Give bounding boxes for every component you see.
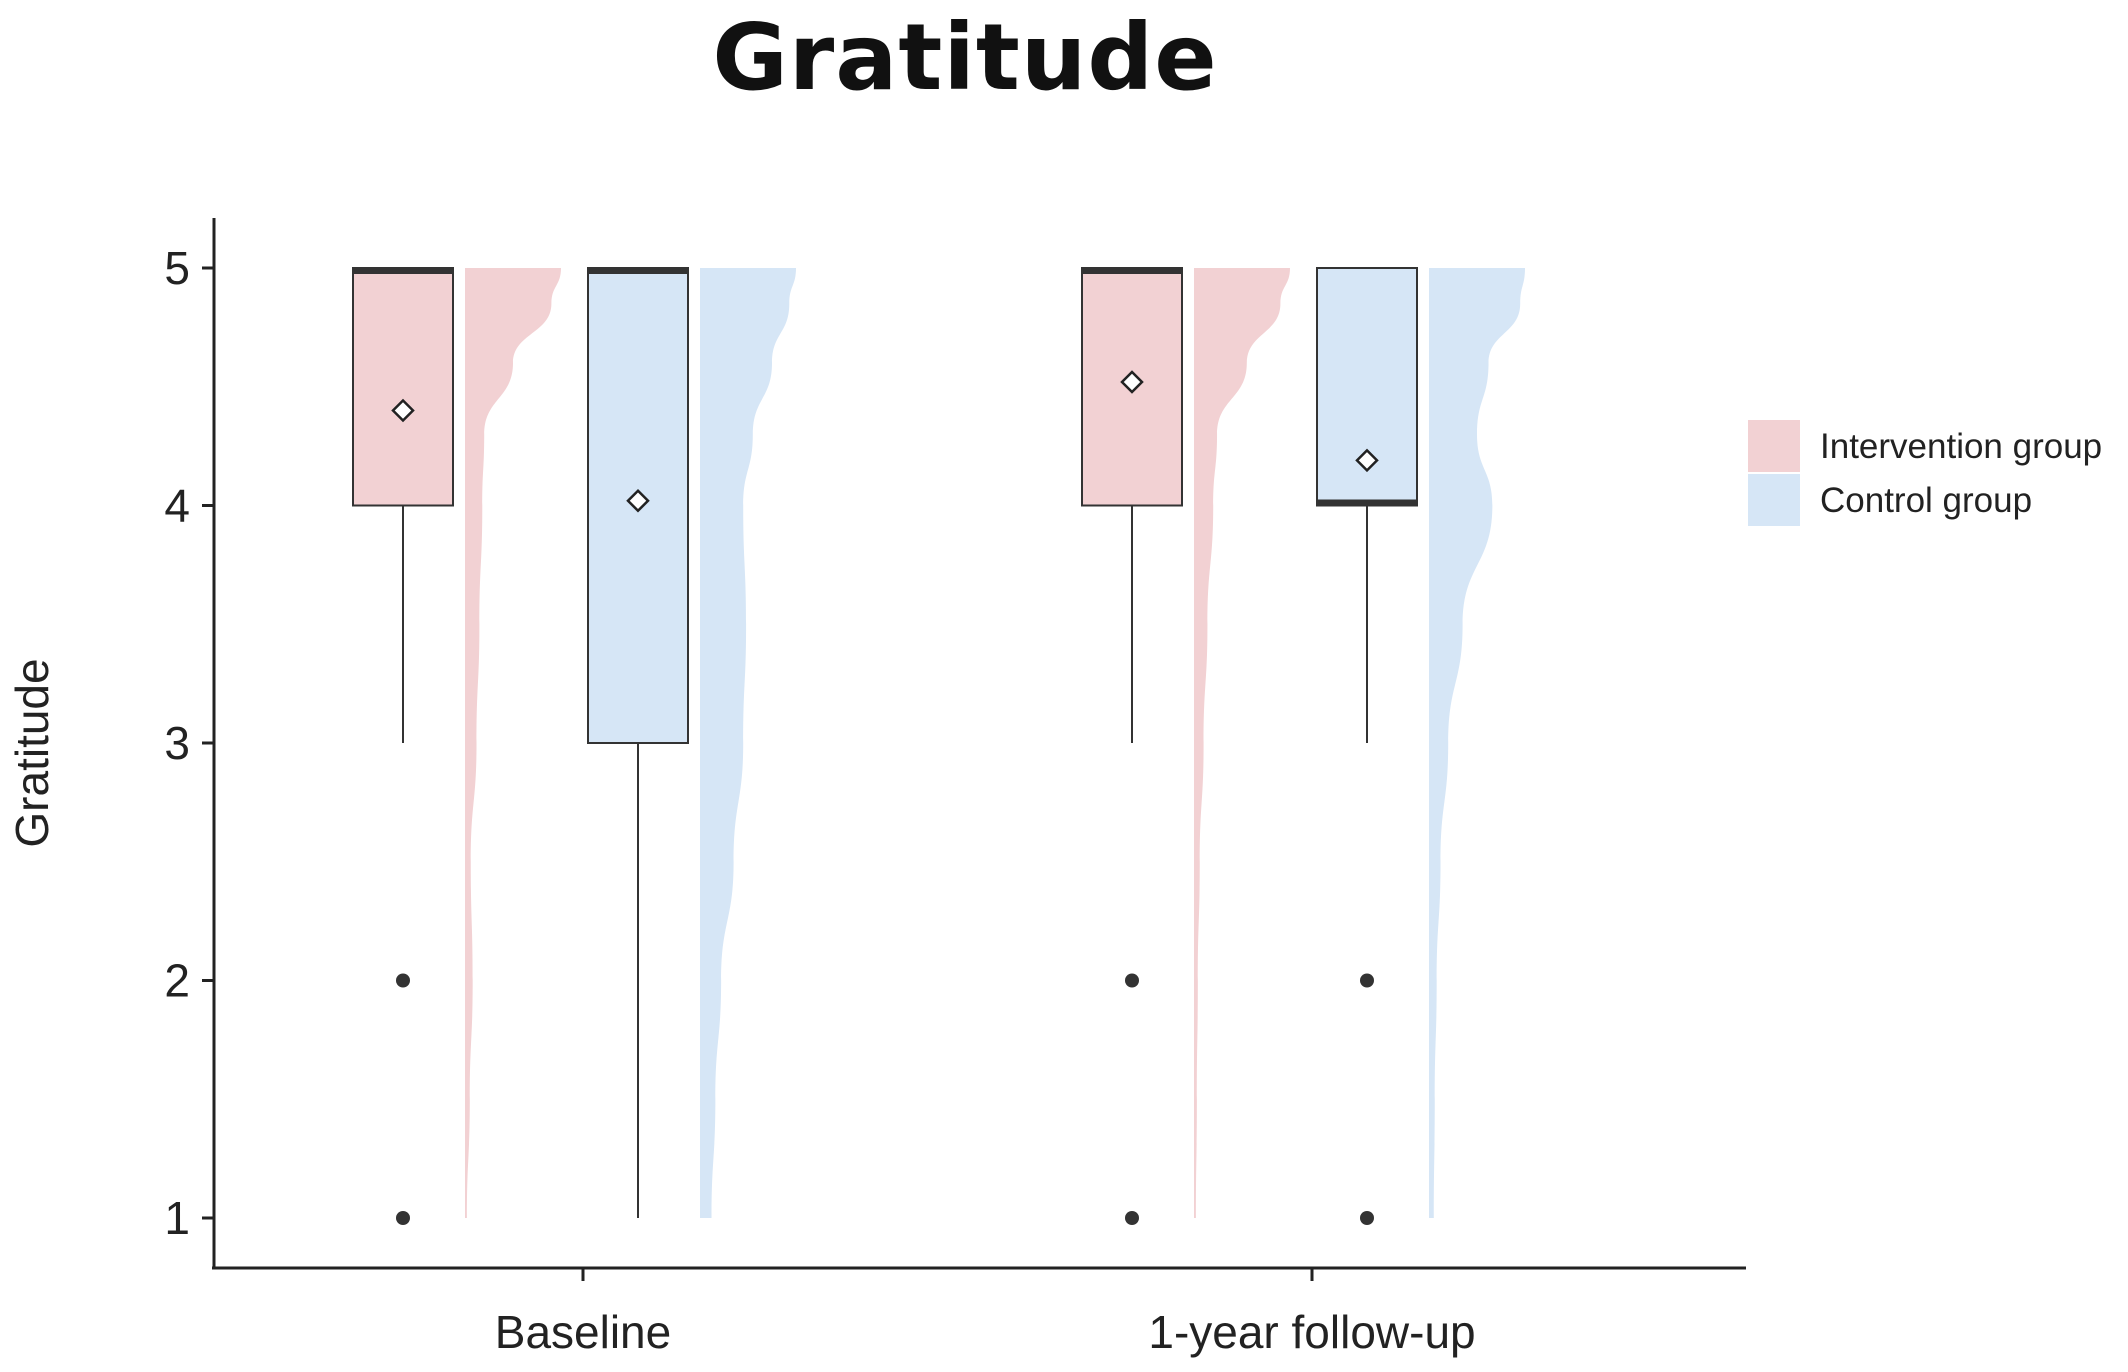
box-iqr [352,267,454,507]
box-group [1316,267,1525,1225]
legend-label: Intervention group [1820,427,2102,466]
outlier-point [1125,1211,1139,1225]
y-axis-title: Gratitude [6,658,58,847]
legend-swatch [1748,420,1800,472]
density-violin [465,268,561,1218]
y-tick-label: 5 [164,242,190,294]
legend-label: Control group [1820,481,2032,520]
mean-marker [391,398,415,423]
outlier-point [396,1211,410,1225]
chart-title: Gratitude [712,4,1218,111]
y-ticks: 1 2 3 4 5 [164,242,214,1244]
y-tick-label: 2 [164,955,190,1007]
outlier-point [1360,973,1374,988]
y-tick-label: 3 [164,717,190,769]
outlier-point [1125,973,1139,988]
y-tick-label: 4 [164,480,190,532]
plot-area [352,267,1525,1225]
mean-marker [626,488,650,513]
box-group [1081,267,1290,1225]
density-violin [1194,268,1290,1218]
mean-marker [1120,370,1144,394]
x-ticks: Baseline 1-year follow-up [495,1268,1476,1358]
mean-marker [1355,448,1379,473]
legend: Intervention group Control group [1748,420,2102,526]
outlier-point [1360,1211,1374,1225]
density-violin [700,268,796,1218]
density-violin [1429,268,1525,1218]
y-tick-label: 1 [164,1192,190,1244]
outlier-point [396,973,410,988]
x-tick-label: 1-year follow-up [1148,1306,1475,1358]
box-group [352,267,561,1225]
x-tick-label: Baseline [495,1306,671,1358]
legend-swatch [1748,474,1800,526]
box-group [587,267,796,1218]
